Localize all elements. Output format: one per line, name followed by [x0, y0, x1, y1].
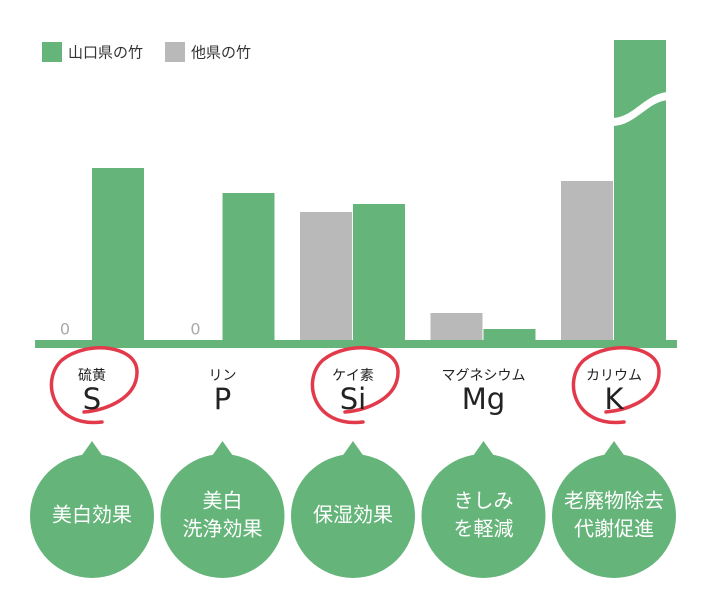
category-label: Si: [340, 382, 366, 416]
category-name: 硫黄: [78, 367, 106, 384]
bar: [353, 204, 405, 343]
effect-circle: [30, 454, 154, 578]
legend-swatch: [42, 42, 62, 62]
highlight-circle: [49, 346, 139, 425]
bar: [430, 313, 483, 343]
effect-circle: [552, 454, 676, 578]
legend-label: 山口県の竹: [68, 44, 143, 62]
effect-pointer: [210, 441, 235, 458]
value-label: 0: [60, 320, 70, 339]
category-name: ケイ素: [332, 368, 374, 384]
category-name: マグネシウム: [442, 368, 526, 384]
bar: [561, 181, 613, 343]
bar: [614, 40, 666, 343]
bar: [300, 212, 352, 343]
effect-text: 代謝促進: [574, 517, 654, 541]
bar: [222, 193, 275, 343]
effect-pointer: [602, 441, 626, 458]
category-name: カリウム: [586, 368, 642, 384]
category-label: S: [83, 382, 101, 416]
effect-text: 美白効果: [52, 503, 132, 527]
axis-break: [612, 92, 670, 126]
effect-pointer: [341, 441, 365, 458]
effect-pointer: [80, 441, 104, 458]
legend-swatch: [165, 42, 185, 62]
highlight-circle: [310, 346, 400, 425]
highlight-circle: [571, 346, 661, 425]
category-name: リン: [209, 368, 237, 384]
effect-text: 洗浄効果: [183, 517, 263, 541]
baseline: [35, 340, 677, 348]
value-label: 0: [190, 320, 200, 339]
bar: [92, 168, 144, 343]
effect-pointer: [471, 441, 496, 458]
effect-circle: [160, 454, 285, 578]
effect-text: 美白: [203, 489, 243, 513]
legend-label: 他県の竹: [191, 44, 251, 62]
effect-text: きしみ: [454, 489, 514, 513]
bar: [483, 329, 536, 343]
category-label: P: [214, 382, 232, 416]
category-label: K: [604, 382, 624, 416]
effect-text: 老廃物除去: [564, 489, 664, 513]
effect-circle: [421, 454, 546, 578]
category-label: Mg: [462, 382, 505, 416]
effect-circle: [291, 454, 415, 578]
effect-text: 保湿効果: [313, 503, 393, 527]
effect-text: を軽減: [454, 517, 514, 541]
